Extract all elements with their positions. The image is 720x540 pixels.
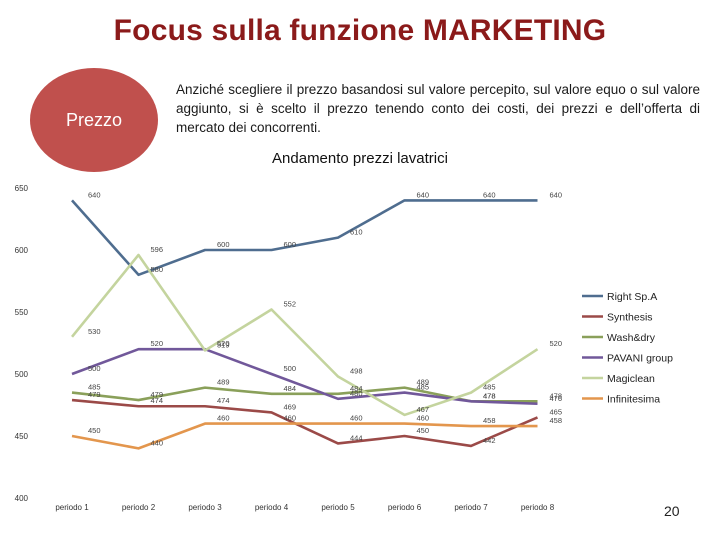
data-label: 476 xyxy=(550,394,563,403)
y-tick-label: 450 xyxy=(15,432,29,441)
data-label: 489 xyxy=(217,378,230,387)
x-tick-label: periodo 4 xyxy=(255,503,289,512)
legend-entry: Magiclean xyxy=(607,373,655,385)
legend-entry: Synthesis xyxy=(607,312,653,324)
data-label: 484 xyxy=(350,384,363,393)
y-tick-label: 650 xyxy=(15,184,29,193)
x-tick-label: periodo 5 xyxy=(321,503,355,512)
data-label: 520 xyxy=(217,339,230,348)
y-axis: 400 450 500 550 600 650 xyxy=(15,184,29,503)
data-label: 500 xyxy=(88,364,101,373)
page-number: 20 xyxy=(664,503,680,519)
slide-title: Focus sulla funzione MARKETING xyxy=(113,14,607,47)
data-label: 489 xyxy=(417,378,430,387)
data-label: 552 xyxy=(284,300,297,309)
data-label: 485 xyxy=(483,383,496,392)
y-tick-label: 600 xyxy=(15,246,29,255)
data-label: 600 xyxy=(284,240,297,249)
series-lines xyxy=(70,199,539,450)
data-label: 474 xyxy=(151,396,164,405)
topic-circle-label: Prezzo xyxy=(65,109,123,130)
data-label: 500 xyxy=(284,364,297,373)
data-label: 444 xyxy=(350,433,363,442)
legend: Right Sp.A Synthesis Wash&dry PAVANI group M… xyxy=(582,291,673,406)
data-label: 467 xyxy=(417,405,430,414)
data-label: 440 xyxy=(151,438,164,447)
x-axis: periodo 1 periodo 2 periodo 3 periodo 4 peri… xyxy=(55,503,554,512)
x-tick-label: periodo 7 xyxy=(454,503,488,512)
series-line-3 xyxy=(71,347,538,406)
x-tick-label: periodo 3 xyxy=(188,503,222,512)
data-label: 460 xyxy=(217,414,230,423)
data-label: 460 xyxy=(350,414,363,423)
y-tick-label: 500 xyxy=(15,370,29,379)
intro-text: Anziché scegliere il prezzo basandosi su… xyxy=(176,82,700,135)
data-label: 450 xyxy=(88,426,101,435)
legend-entry: Wash&dry xyxy=(607,332,656,344)
data-label: 520 xyxy=(151,339,164,348)
data-label: 610 xyxy=(350,228,363,237)
data-label: 485 xyxy=(88,383,101,392)
data-label: 485 xyxy=(417,383,430,392)
x-tick-label: periodo 6 xyxy=(388,503,422,512)
chart-title: Andamento prezzi lavatrici xyxy=(272,150,448,167)
data-label: 442 xyxy=(483,436,496,445)
data-label: 465 xyxy=(550,407,563,416)
data-label: 479 xyxy=(151,390,164,399)
data-label: 474 xyxy=(217,396,230,405)
data-label: 478 xyxy=(483,391,496,400)
legend-entry: Right Sp.A xyxy=(607,291,657,303)
y-tick-label: 550 xyxy=(15,308,29,317)
series-line-0 xyxy=(71,199,538,277)
data-label: 640 xyxy=(550,190,563,199)
data-label: 640 xyxy=(483,190,496,199)
data-label: 600 xyxy=(217,240,230,249)
series-line-5 xyxy=(71,422,538,450)
data-label: 640 xyxy=(417,190,430,199)
data-label: 480 xyxy=(350,389,363,398)
data-label: 458 xyxy=(550,416,563,425)
legend-entry: Infinitesima xyxy=(607,394,660,406)
data-label: 450 xyxy=(417,426,430,435)
x-tick-label: periodo 8 xyxy=(521,503,555,512)
data-label: 479 xyxy=(88,390,101,399)
x-tick-label: periodo 1 xyxy=(55,503,89,512)
data-label: 478 xyxy=(483,391,496,400)
legend-entry: PAVANI group xyxy=(607,353,673,365)
data-label: 640 xyxy=(88,190,101,199)
data-label: 530 xyxy=(88,327,101,336)
data-label: 469 xyxy=(284,402,297,411)
series-line-1 xyxy=(71,398,539,448)
data-label: 519 xyxy=(217,340,230,349)
data-label: 460 xyxy=(417,414,430,423)
data-label: 596 xyxy=(151,245,164,254)
data-label: 478 xyxy=(550,391,563,400)
data-label: 520 xyxy=(550,339,563,348)
series-line-4 xyxy=(70,253,539,417)
data-label: 460 xyxy=(284,414,297,423)
data-label: 580 xyxy=(151,265,164,274)
x-tick-label: periodo 2 xyxy=(122,503,156,512)
topic-circle: Prezzo xyxy=(30,68,158,172)
data-label: 458 xyxy=(483,416,496,425)
y-tick-label: 400 xyxy=(15,494,29,503)
data-label: 484 xyxy=(284,384,297,393)
data-label: 498 xyxy=(350,366,363,375)
